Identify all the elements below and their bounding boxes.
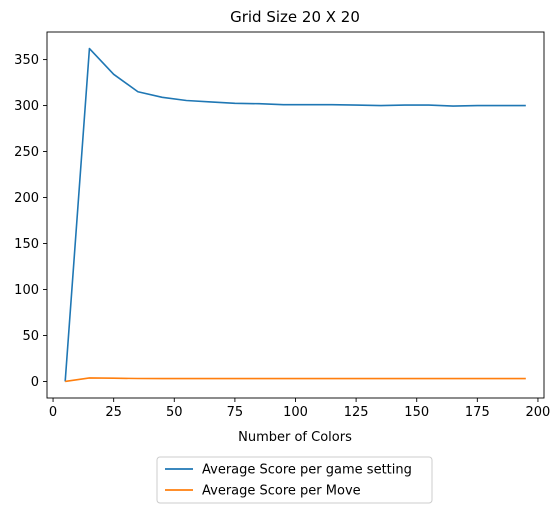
legend-box bbox=[156, 456, 433, 504]
y-tick-label: 250 bbox=[14, 145, 39, 160]
legend-label-1: Average Score per game setting bbox=[202, 463, 412, 478]
plot-frame bbox=[46, 31, 545, 399]
x-tick-label: 125 bbox=[344, 405, 369, 420]
series-line-1 bbox=[64, 47, 526, 382]
x-tick-label: 75 bbox=[227, 405, 244, 420]
y-tick-label: 150 bbox=[14, 237, 39, 252]
y-tick-label: 200 bbox=[14, 191, 39, 206]
x-tick-label: 25 bbox=[105, 405, 122, 420]
series-layer bbox=[64, 47, 526, 383]
x-axis: 0 25 50 75 100 125 150 175 200 bbox=[49, 398, 550, 420]
x-axis-label: Number of Colors bbox=[238, 430, 352, 445]
y-tick-label: 0 bbox=[31, 375, 39, 390]
y-tick-label: 350 bbox=[14, 53, 39, 68]
x-tick-label: 100 bbox=[283, 405, 308, 420]
y-tick-label: 300 bbox=[14, 99, 39, 114]
chart-title: Grid Size 20 X 20 bbox=[230, 8, 360, 26]
x-tick-label: 200 bbox=[526, 405, 551, 420]
series-line-2 bbox=[65, 377, 526, 383]
x-tick-label: 0 bbox=[49, 405, 57, 420]
x-tick-label: 150 bbox=[404, 405, 429, 420]
y-tick-label: 100 bbox=[14, 283, 39, 298]
legend-label-2: Average Score per Move bbox=[202, 484, 361, 499]
y-axis: 0 50 100 150 200 250 300 350 bbox=[14, 53, 47, 390]
plot-area bbox=[46, 31, 545, 399]
legend: Average Score per game setting Average Sc… bbox=[156, 456, 433, 504]
y-tick-label: 50 bbox=[22, 329, 39, 344]
x-tick-label: 50 bbox=[166, 405, 183, 420]
x-tick-label: 175 bbox=[465, 405, 490, 420]
